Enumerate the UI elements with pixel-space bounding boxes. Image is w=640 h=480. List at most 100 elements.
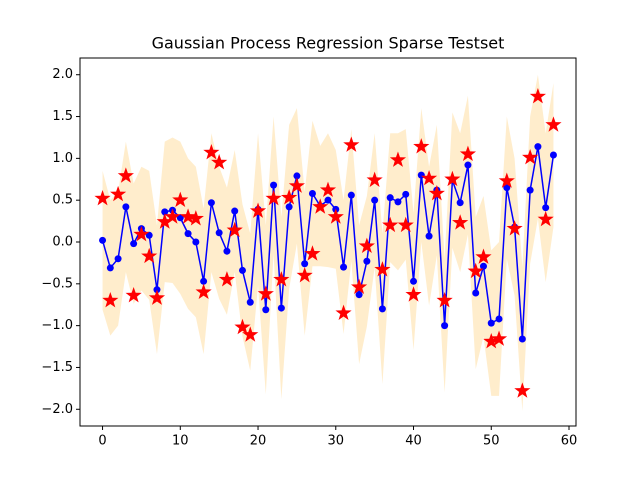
y-tick-label: 0.0: [52, 235, 73, 250]
y-tick-label: −2.0: [41, 402, 73, 417]
star-marker: [172, 191, 189, 208]
point-marker: [200, 277, 208, 285]
star-marker: [335, 304, 352, 320]
point-marker: [324, 196, 332, 204]
point-marker: [301, 260, 309, 268]
y-tick-label: 2.0: [52, 67, 73, 82]
point-marker: [371, 196, 379, 204]
star-marker: [249, 202, 267, 218]
point-marker: [355, 291, 363, 299]
star-marker: [257, 285, 274, 301]
point-marker: [262, 306, 270, 314]
star-marker: [545, 116, 562, 132]
point-marker: [340, 263, 348, 271]
y-tick-label: 0.5: [52, 193, 73, 208]
star-marker: [343, 136, 360, 152]
point-marker: [184, 230, 192, 238]
star-marker: [156, 213, 173, 229]
star-marker: [537, 210, 554, 227]
point-marker: [464, 161, 472, 169]
point-marker: [145, 231, 153, 239]
star-marker: [483, 333, 500, 349]
star-marker: [234, 318, 251, 335]
star-marker: [102, 292, 119, 308]
point-marker: [378, 305, 386, 313]
star-marker: [514, 382, 531, 398]
star-marker: [141, 247, 158, 264]
star-marker: [226, 221, 243, 238]
point-marker: [456, 199, 464, 207]
star-marker: [319, 181, 337, 198]
point-marker: [277, 304, 285, 312]
point-marker: [394, 198, 402, 206]
star-marker: [117, 167, 134, 183]
point-marker: [207, 199, 215, 207]
star-marker: [164, 208, 181, 224]
star-marker: [413, 138, 430, 154]
x-tick-label: 0: [98, 434, 106, 449]
star-marker: [211, 154, 228, 170]
star-marker: [94, 190, 111, 206]
star-marker: [490, 330, 508, 346]
point-marker: [246, 298, 254, 306]
star-marker: [506, 220, 523, 236]
star-marker: [397, 216, 414, 233]
star-marker: [522, 149, 539, 165]
star-marker: [405, 286, 422, 302]
star-marker: [428, 184, 445, 201]
star-marker: [467, 262, 484, 279]
star-marker: [288, 177, 305, 193]
point-marker: [114, 255, 122, 263]
star-marker: [273, 271, 290, 287]
point-marker: [192, 238, 200, 246]
y-tick-label: −1.5: [41, 360, 73, 375]
point-marker: [402, 190, 410, 198]
star-marker: [195, 283, 212, 300]
point-marker: [425, 232, 433, 240]
star-marker: [351, 278, 368, 295]
star-marker: [203, 144, 220, 160]
star-marker: [218, 271, 236, 287]
star-marker: [312, 198, 329, 214]
y-tick-label: −1.0: [41, 318, 73, 333]
star-marker: [459, 145, 477, 162]
point-marker: [526, 186, 534, 194]
point-marker: [503, 184, 511, 192]
point-marker: [270, 181, 278, 189]
point-marker: [293, 172, 301, 180]
x-tick-label: 50: [483, 434, 500, 449]
chart-title: Gaussian Process Regression Sparse Tests…: [152, 34, 505, 53]
point-marker: [363, 257, 371, 265]
star-marker: [265, 190, 282, 206]
star-marker: [358, 237, 375, 254]
point-marker: [99, 236, 107, 244]
point-marker: [410, 277, 418, 285]
y-tick-label: 1.5: [52, 109, 73, 124]
star-marker: [498, 172, 515, 188]
point-marker: [308, 189, 316, 197]
y-tick-label: 1.0: [52, 151, 73, 166]
star-marker: [296, 266, 313, 283]
star-marker: [529, 87, 546, 104]
star-marker: [374, 261, 391, 277]
point-marker: [176, 214, 184, 222]
point-marker: [386, 194, 394, 202]
point-marker: [223, 247, 231, 255]
star-marker: [327, 208, 344, 224]
point-marker: [487, 319, 495, 327]
point-marker: [479, 262, 487, 270]
star-marker: [382, 216, 399, 233]
star-marker: [133, 225, 150, 242]
star-marker: [187, 210, 204, 226]
point-marker: [130, 240, 138, 248]
point-marker: [238, 266, 246, 274]
star-marker: [281, 189, 298, 205]
x-tick-label: 10: [172, 434, 189, 449]
point-marker: [518, 335, 526, 343]
star-marker: [420, 169, 438, 186]
point-marker: [441, 322, 449, 330]
point-marker: [534, 143, 542, 151]
point-marker: [472, 289, 480, 297]
star-marker: [444, 170, 461, 187]
